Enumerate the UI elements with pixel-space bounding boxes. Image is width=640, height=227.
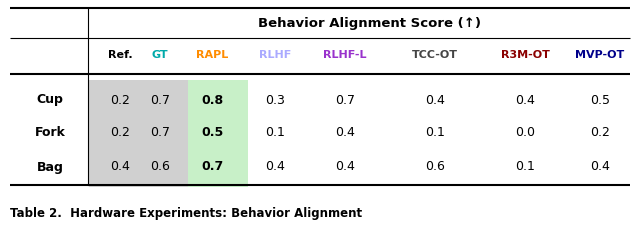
- Text: 0.7: 0.7: [150, 126, 170, 140]
- Text: TCC-OT: TCC-OT: [412, 50, 458, 60]
- Text: 0.4: 0.4: [515, 94, 535, 106]
- Text: 0.1: 0.1: [515, 160, 535, 173]
- Bar: [89, 147, 188, 187]
- Bar: [89, 80, 188, 120]
- Text: 0.4: 0.4: [425, 94, 445, 106]
- Text: 0.3: 0.3: [265, 94, 285, 106]
- Text: 0.1: 0.1: [425, 126, 445, 140]
- Text: Ref.: Ref.: [108, 50, 132, 60]
- Bar: [89, 113, 188, 153]
- Text: 0.4: 0.4: [590, 160, 610, 173]
- Text: 0.7: 0.7: [150, 94, 170, 106]
- Text: Behavior Alignment Score (↑): Behavior Alignment Score (↑): [259, 17, 481, 30]
- Text: RLHF-L: RLHF-L: [323, 50, 367, 60]
- Text: 0.7: 0.7: [335, 94, 355, 106]
- Text: 0.4: 0.4: [110, 160, 130, 173]
- Text: Fork: Fork: [35, 126, 65, 140]
- Text: 0.5: 0.5: [590, 94, 610, 106]
- Text: RAPL: RAPL: [196, 50, 228, 60]
- Text: RLHF: RLHF: [259, 50, 291, 60]
- Text: 0.4: 0.4: [335, 126, 355, 140]
- Text: Bag: Bag: [36, 160, 63, 173]
- Text: 0.2: 0.2: [590, 126, 610, 140]
- Text: 0.8: 0.8: [201, 94, 223, 106]
- Text: 0.5: 0.5: [201, 126, 223, 140]
- Text: 0.6: 0.6: [150, 160, 170, 173]
- Text: 0.4: 0.4: [265, 160, 285, 173]
- Text: 0.0: 0.0: [515, 126, 535, 140]
- Bar: [188, 113, 248, 153]
- Bar: [188, 147, 248, 187]
- Text: 0.1: 0.1: [265, 126, 285, 140]
- Text: MVP-OT: MVP-OT: [575, 50, 625, 60]
- Text: GT: GT: [152, 50, 168, 60]
- Text: 0.2: 0.2: [110, 94, 130, 106]
- Text: R3M-OT: R3M-OT: [500, 50, 549, 60]
- Text: 0.6: 0.6: [425, 160, 445, 173]
- Text: 0.2: 0.2: [110, 126, 130, 140]
- Text: 0.4: 0.4: [335, 160, 355, 173]
- Text: Cup: Cup: [36, 94, 63, 106]
- Text: Table 2.  Hardware Experiments: Behavior Alignment: Table 2. Hardware Experiments: Behavior …: [10, 207, 362, 220]
- Bar: [188, 80, 248, 120]
- Text: 0.7: 0.7: [201, 160, 223, 173]
